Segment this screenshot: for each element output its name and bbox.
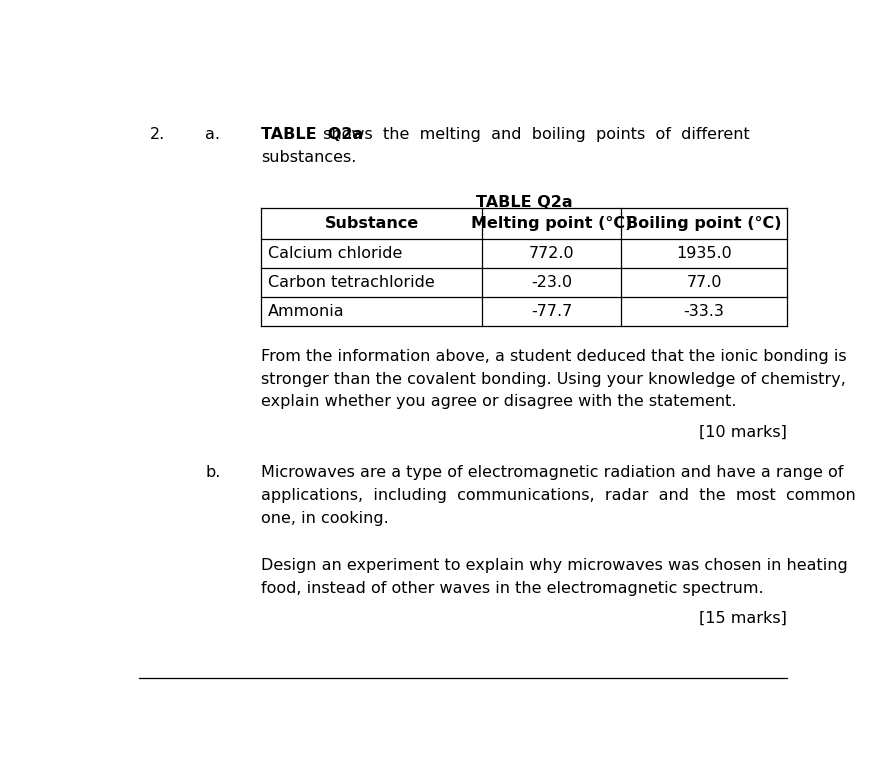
- Text: applications,  including  communications,  radar  and  the  most  common: applications, including communications, …: [261, 488, 856, 503]
- Text: Design an experiment to explain why microwaves was chosen in heating: Design an experiment to explain why micr…: [261, 558, 848, 573]
- Text: TABLE Q2a: TABLE Q2a: [476, 194, 572, 210]
- Text: food, instead of other waves in the electromagnetic spectrum.: food, instead of other waves in the elec…: [261, 581, 763, 596]
- Text: Ammonia: Ammonia: [267, 304, 344, 319]
- Text: 772.0: 772.0: [529, 246, 575, 261]
- Text: -23.0: -23.0: [531, 275, 572, 290]
- Text: Microwaves are a type of electromagnetic radiation and have a range of: Microwaves are a type of electromagnetic…: [261, 465, 843, 480]
- Text: one, in cooking.: one, in cooking.: [261, 511, 389, 526]
- Text: 2.: 2.: [150, 127, 165, 142]
- Text: explain whether you agree or disagree with the statement.: explain whether you agree or disagree wi…: [261, 394, 737, 409]
- Text: [10 marks]: [10 marks]: [699, 425, 788, 440]
- Text: 1935.0: 1935.0: [676, 246, 732, 261]
- Text: substances.: substances.: [261, 150, 356, 165]
- Text: stronger than the covalent bonding. Using your knowledge of chemistry,: stronger than the covalent bonding. Usin…: [261, 372, 846, 387]
- Text: TABLE  Q2a: TABLE Q2a: [261, 127, 363, 142]
- Text: Boiling point (°C): Boiling point (°C): [627, 216, 782, 231]
- Text: [15 marks]: [15 marks]: [699, 611, 788, 626]
- Text: From the information above, a student deduced that the ionic bonding is: From the information above, a student de…: [261, 348, 847, 364]
- Text: -33.3: -33.3: [684, 304, 724, 319]
- Text: shows  the  melting  and  boiling  points  of  different: shows the melting and boiling points of …: [318, 127, 750, 142]
- Text: b.: b.: [206, 465, 221, 480]
- Text: -77.7: -77.7: [531, 304, 572, 319]
- Text: Melting point (°C): Melting point (°C): [471, 216, 632, 231]
- Text: 77.0: 77.0: [687, 275, 721, 290]
- Text: Substance: Substance: [325, 216, 418, 231]
- Text: a.: a.: [206, 127, 220, 142]
- Text: Carbon tetrachloride: Carbon tetrachloride: [267, 275, 434, 290]
- Text: Calcium chloride: Calcium chloride: [267, 246, 402, 261]
